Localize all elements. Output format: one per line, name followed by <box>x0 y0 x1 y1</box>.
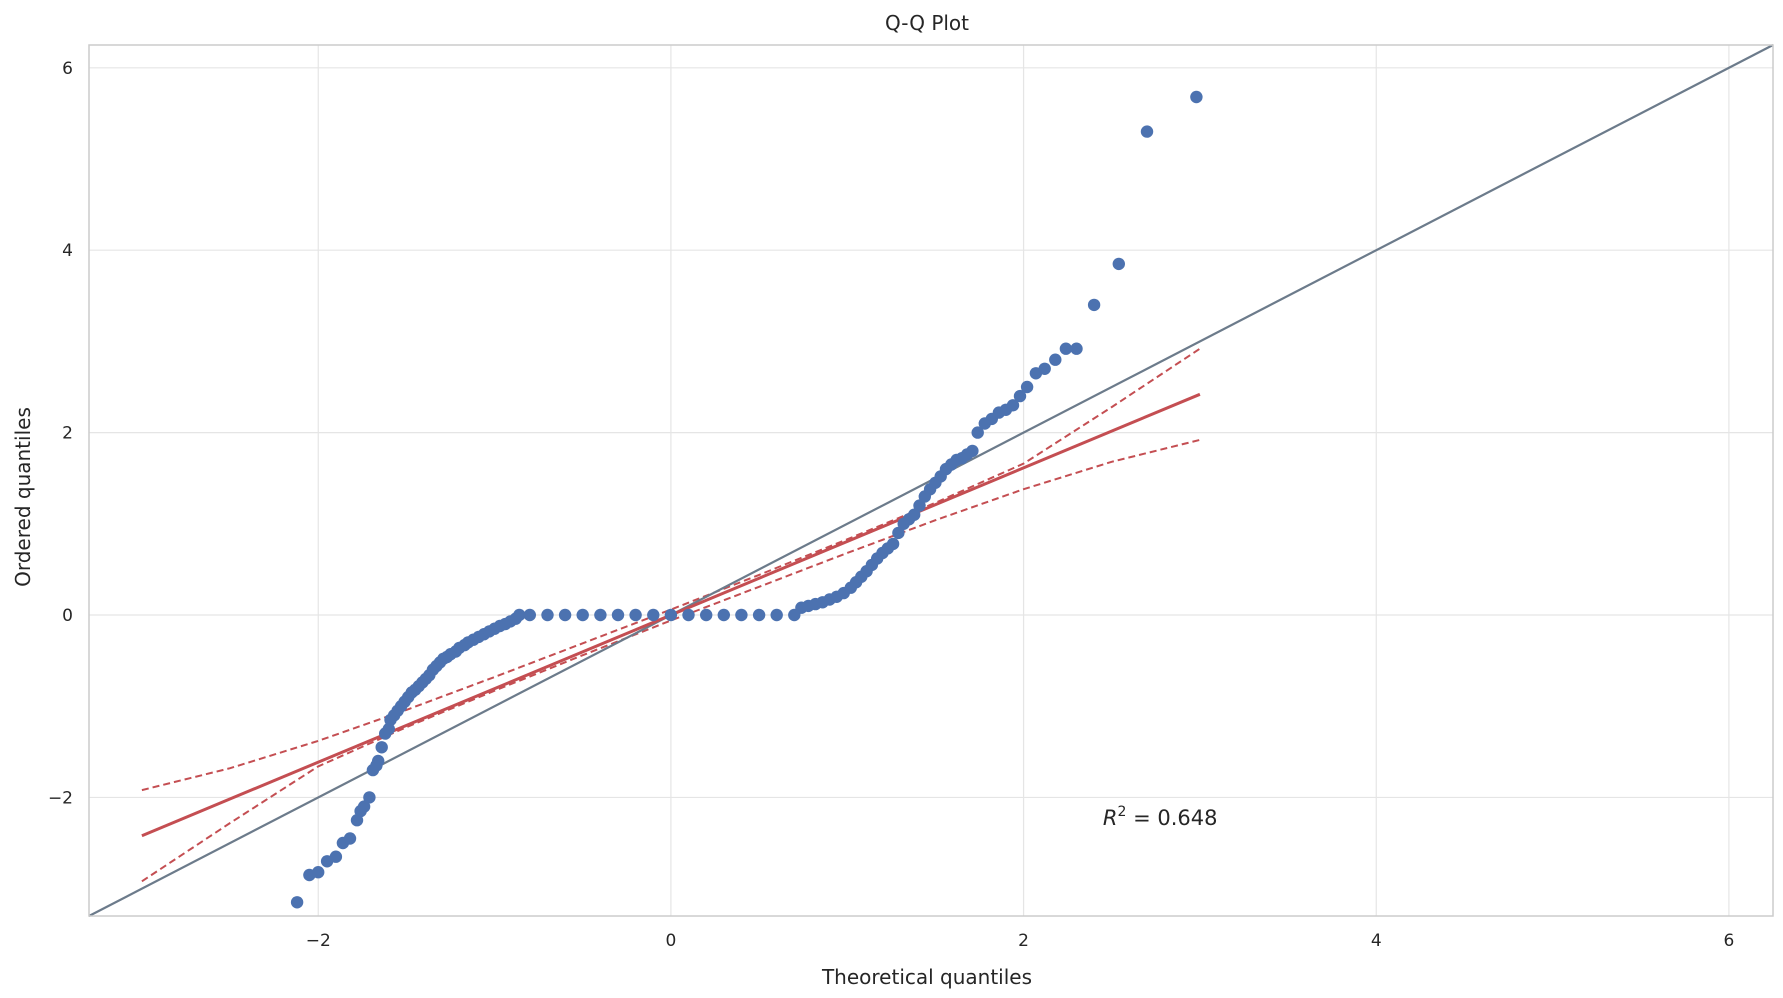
data-point <box>1087 298 1101 312</box>
r-squared-value: = 0.648 <box>1126 806 1217 830</box>
data-point <box>629 608 642 622</box>
data-point <box>1140 125 1154 138</box>
data-point <box>647 608 660 622</box>
x-tick-label: 0 <box>665 931 676 951</box>
confidence-band-lower <box>141 438 1201 883</box>
x-tick-label: 6 <box>1724 931 1735 951</box>
data-point <box>1190 90 1203 104</box>
data-point <box>717 608 730 622</box>
data-point <box>611 608 625 622</box>
data-point <box>1070 342 1083 355</box>
r-squared-label: R <box>1103 806 1118 830</box>
data-points <box>290 90 1203 909</box>
data-point <box>594 608 607 622</box>
data-point <box>513 608 526 622</box>
data-point <box>576 608 589 622</box>
data-point <box>913 499 926 512</box>
data-point <box>372 754 385 768</box>
data-point <box>1038 362 1051 375</box>
r-squared-superscript: 2 <box>1118 804 1127 820</box>
data-point <box>523 608 536 622</box>
y-tick-label: 2 <box>62 424 73 444</box>
x-axis-title: Theoretical quantiles <box>821 965 1032 989</box>
data-point <box>1059 342 1073 355</box>
data-point <box>908 508 921 521</box>
y-tick-label: 4 <box>62 241 73 261</box>
data-point <box>1049 353 1062 366</box>
data-point <box>329 850 343 863</box>
x-tick-label: 4 <box>1371 931 1382 951</box>
data-point <box>770 608 783 622</box>
chart-title: Q-Q Plot <box>885 11 969 35</box>
data-point <box>1112 257 1126 271</box>
data-point <box>966 444 979 458</box>
x-axis-ticks: −2 0 2 4 6 <box>306 931 1735 951</box>
data-point <box>343 832 357 845</box>
r-squared-annotation: R2 = 0.648 <box>1103 804 1218 830</box>
data-point <box>735 608 748 622</box>
data-point <box>357 800 371 813</box>
data-point <box>892 526 905 540</box>
data-point <box>1013 389 1027 403</box>
y-tick-label: −2 <box>48 788 73 808</box>
confidence-band-upper <box>141 347 1201 792</box>
data-point <box>752 608 766 622</box>
y-tick-label: 6 <box>62 59 73 79</box>
y-axis-title: Ordered quantiles <box>11 407 35 587</box>
data-point <box>1006 399 1020 412</box>
data-point <box>886 537 900 551</box>
data-point <box>375 741 388 754</box>
data-point <box>312 866 325 879</box>
data-point <box>290 896 304 909</box>
data-point <box>558 608 572 622</box>
confidence-band <box>141 347 1201 883</box>
y-axis-ticks: −2 0 2 4 6 <box>48 59 73 809</box>
data-point <box>682 608 695 622</box>
x-tick-label: 2 <box>1018 931 1029 951</box>
data-point <box>541 608 554 622</box>
plot-frame <box>88 44 1774 917</box>
data-point <box>363 791 376 804</box>
data-point <box>700 608 713 622</box>
x-tick-label: −2 <box>306 931 331 951</box>
data-point <box>664 608 678 622</box>
data-point <box>1020 380 1034 394</box>
y-tick-label: 0 <box>62 606 73 626</box>
data-point <box>971 426 984 439</box>
